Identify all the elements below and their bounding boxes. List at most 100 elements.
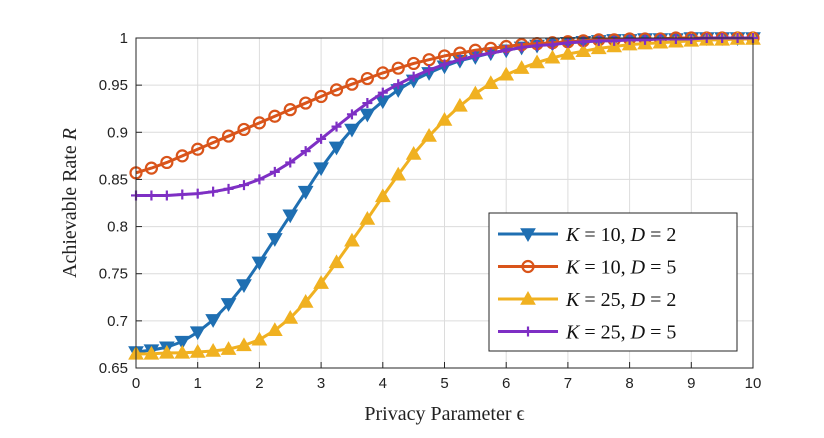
data-point [439, 59, 450, 70]
y-tick-label: 1 [120, 30, 128, 47]
data-point [655, 33, 666, 44]
series-4 [131, 33, 758, 201]
data-point [223, 183, 234, 194]
data-point [297, 293, 314, 308]
data-point [268, 109, 282, 123]
y-axis-title-text: Achievable Rate [59, 140, 81, 278]
data-point [544, 49, 561, 64]
data-point [467, 85, 484, 100]
data-point [189, 326, 206, 341]
data-point [158, 344, 175, 359]
x-tick-label: 4 [379, 375, 387, 392]
data-point [454, 54, 465, 65]
data-point [640, 34, 651, 45]
data-point [470, 50, 481, 61]
data-point [408, 71, 419, 82]
y-tick-label: 0.85 [99, 171, 128, 188]
data-point [146, 190, 157, 201]
data-point [391, 61, 405, 75]
data-point [390, 166, 407, 181]
data-point [328, 141, 345, 156]
data-point [407, 56, 421, 71]
x-tick-label: 5 [440, 375, 448, 392]
data-point [329, 83, 344, 97]
y-tick-label: 0.8 [107, 219, 128, 236]
data-point [360, 71, 374, 86]
y-tick-label: 0.9 [107, 124, 128, 141]
data-point [144, 161, 159, 175]
data-point [331, 121, 342, 132]
x-tick-label: 1 [194, 375, 202, 392]
data-point [221, 129, 236, 143]
data-point [501, 45, 512, 56]
data-point [346, 109, 357, 120]
data-point [143, 345, 160, 360]
data-point [266, 233, 283, 247]
data-point [377, 87, 388, 98]
data-point [236, 279, 252, 294]
data-point [452, 97, 468, 112]
x-tick-label: 6 [502, 375, 510, 392]
data-point [313, 275, 329, 289]
data-point [205, 314, 221, 328]
legend-swatch-marker [520, 290, 536, 305]
legend-item-2: K = 10, D = 5 [498, 257, 676, 279]
data-point [191, 142, 205, 156]
data-point [686, 33, 697, 44]
data-point [575, 43, 592, 57]
series-3 [128, 30, 761, 360]
data-point [220, 298, 237, 312]
legend-swatch-marker [520, 228, 536, 243]
data-point [300, 146, 311, 157]
data-point [282, 310, 299, 324]
legend: K = 10, D = 2 K = 10, D = 5 K = 25, D = 2 K… [488, 212, 738, 352]
y-axis-title-variable: R [59, 128, 81, 141]
x-axis-title: Privacy Parameter ϵ [364, 403, 524, 425]
data-point [297, 185, 314, 200]
data-point [175, 149, 189, 163]
data-point [624, 34, 635, 45]
data-point [237, 122, 251, 137]
data-point [376, 66, 390, 80]
data-point [174, 344, 191, 359]
y-tick-label: 0.65 [99, 360, 128, 377]
y-axis-title: Achievable Rate R [59, 128, 81, 278]
data-point [482, 75, 499, 90]
y-tick-label: 0.7 [107, 313, 128, 330]
series-group [128, 30, 761, 360]
data-point [283, 103, 297, 117]
data-point [374, 188, 391, 203]
data-point [344, 232, 360, 247]
data-point [189, 343, 206, 358]
x-tick-label: 2 [255, 375, 263, 392]
data-point [362, 98, 373, 109]
legend-swatch-marker [523, 326, 533, 337]
data-point [285, 157, 296, 168]
data-point [177, 189, 188, 200]
x-tick-label: 10 [745, 375, 762, 392]
y-tick-label: 0.95 [99, 77, 128, 94]
legend-label: K = 25, D = 5 [565, 322, 676, 344]
data-point [238, 180, 249, 191]
data-point [547, 39, 558, 50]
x-tick-label: 3 [317, 375, 325, 392]
data-point [405, 145, 422, 160]
data-point [251, 256, 268, 271]
data-point [485, 48, 496, 59]
data-point [269, 166, 280, 177]
data-point [424, 65, 435, 76]
data-point [345, 77, 359, 91]
data-point [299, 96, 313, 110]
data-point [251, 331, 268, 346]
data-point [498, 66, 515, 81]
data-point [236, 337, 252, 352]
data-point [174, 335, 191, 350]
legend-swatch-marker [521, 259, 535, 274]
data-point [313, 162, 329, 177]
data-point [192, 188, 203, 199]
x-tick-label: 7 [564, 375, 572, 392]
data-point [314, 89, 328, 104]
data-point [670, 33, 681, 44]
data-point [359, 211, 376, 225]
